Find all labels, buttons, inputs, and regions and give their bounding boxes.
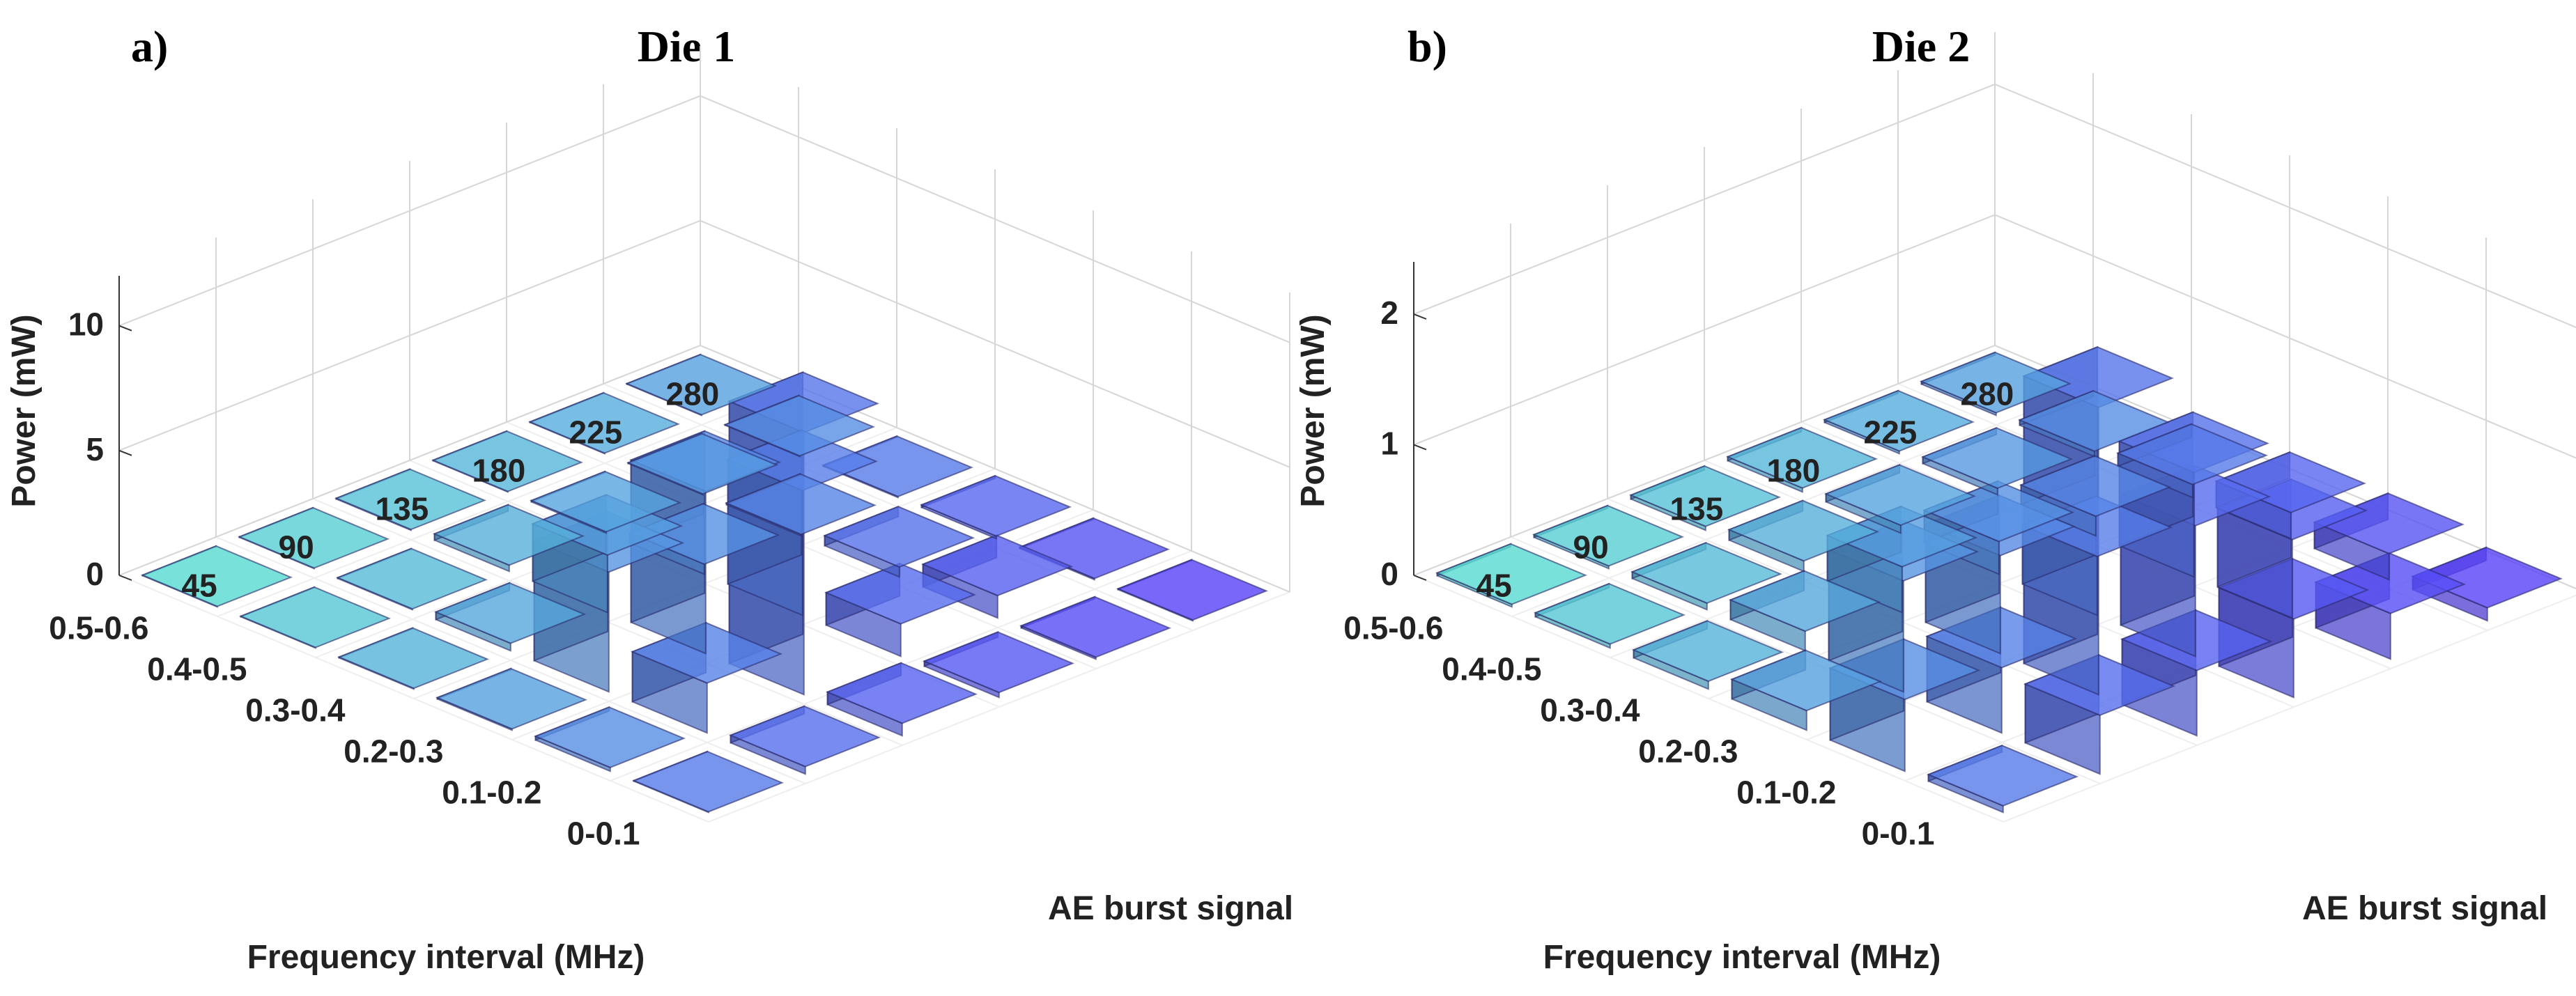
bar-0.5-0.6-45: [140, 545, 293, 608]
plot-area: 0 5 10 0-0.1 0.1-0.2 0.2-0.3 0.3-0.4 0.4-0.5 0.5…: [6, 46, 1293, 976]
bar-0.4-0.5-225: [626, 433, 779, 496]
bar-0.4-0.5-180: [529, 470, 682, 534]
bar-0.2-0.3-280: [919, 474, 1072, 540]
bar-0.2-0.3-225: [822, 505, 975, 578]
x-tick-label: 0.3-0.4: [1540, 692, 1640, 729]
y-tick-label: 135: [1670, 491, 1724, 527]
y-tick-label: 180: [1767, 453, 1821, 489]
bar-0.3-0.4-45: [1631, 619, 1784, 690]
bar-0-0.1-225: [1019, 596, 1172, 660]
bar-0.5-0.6-135: [334, 468, 487, 531]
z-tick-mark: [118, 325, 132, 332]
bar-0.2-0.3-45: [435, 667, 588, 731]
y-tick-label: 45: [1476, 568, 1512, 604]
bars: [140, 353, 1269, 814]
bar-0.5-0.6-180: [1725, 426, 1879, 493]
bar-0.3-0.4-90: [1728, 570, 1881, 652]
z-axis-label: Power (mW): [6, 314, 43, 507]
bar-0-0.1-180: [922, 631, 1075, 699]
bar-0.4-0.5-135: [432, 504, 585, 573]
x-tick-label: 0.4-0.5: [1442, 651, 1541, 687]
grid: [118, 46, 1290, 823]
x-axis-label: Frequency interval (MHz): [1543, 939, 1941, 976]
bar-0.5-0.6-225: [527, 391, 681, 455]
bars: [1435, 345, 2563, 814]
x-tick-label: 0.4-0.5: [147, 651, 247, 687]
plot-area: 0 1 2 0-0.1 0.1-0.2 0.2-0.3 0.3-0.4 0.4-0.5 0.5-…: [1295, 32, 2576, 976]
bar-0.4-0.5-45: [238, 586, 392, 649]
panel-label: a): [131, 22, 168, 71]
x-tick-label: 0.1-0.2: [1736, 775, 1836, 811]
bar-0.5-0.6-280: [1919, 351, 2072, 417]
z-tick-mark: [118, 449, 132, 456]
y-tick-label: 90: [279, 529, 314, 566]
x-tick-label: 0-0.1: [567, 816, 640, 852]
bar-0.4-0.5-280: [2017, 389, 2170, 458]
z-tick-label: 0: [86, 556, 104, 592]
bar-0.4-0.5-280: [723, 394, 876, 458]
panel-die-2: b) Die 2 0 1 2 0-0.1 0.1-0.2 0.2-0.3 0.3-0.4 0.…: [1295, 22, 2576, 976]
bar-0.5-0.6-45: [1435, 543, 1588, 608]
z-tick-label: 1: [1380, 426, 1398, 462]
x-tick-label: 0-0.1: [1862, 816, 1935, 852]
bar-0.3-0.4-45: [337, 627, 490, 690]
x-tick-label: 0.2-0.3: [1638, 733, 1738, 770]
x-tick-label: 0.5-0.6: [49, 610, 148, 646]
y-axis-label: AE burst signal: [1048, 890, 1293, 927]
z-tick-mark: [1413, 313, 1427, 320]
panel-label: b): [1407, 22, 1447, 71]
y-axis-label: AE burst signal: [2302, 890, 2547, 927]
chart-title: Die 2: [1872, 22, 1970, 71]
x-tick-label: 0.2-0.3: [344, 733, 443, 770]
bar-0.5-0.6-90: [1532, 504, 1685, 570]
z-tick-label: 5: [86, 431, 104, 467]
panel-die-1: a) Die 1 05100-0.10.1-0.20.2-0.30.3-0.40…: [6, 22, 1293, 976]
chart-title: Die 1: [638, 22, 735, 71]
z-tick-label: 0: [1380, 556, 1398, 592]
y-tick-label: 280: [666, 376, 720, 412]
bar-0.4-0.5-135: [1727, 499, 1880, 573]
bar-0.3-0.4-90: [433, 582, 587, 652]
x-axis-label: Frequency interval (MHz): [247, 939, 645, 976]
bar-0-0.1-280: [1116, 559, 1269, 622]
z-tick-mark: [1413, 444, 1427, 451]
z-tick-mark: [118, 575, 132, 581]
bar-0.1-0.2-180: [824, 562, 977, 657]
y-tick-label: 180: [472, 453, 526, 489]
bar-0.5-0.6-90: [237, 506, 390, 570]
bar-0.5-0.6-280: [624, 353, 778, 417]
bar-0.1-0.2-45: [533, 706, 686, 772]
x-tick-label: 0.3-0.4: [245, 692, 346, 729]
bar-0.4-0.5-45: [1533, 582, 1686, 649]
x-tick-label: 0.5-0.6: [1343, 610, 1443, 646]
bar-0-0.1-45: [631, 750, 785, 814]
bar-0-0.1-90: [728, 705, 881, 775]
bar-0.3-0.4-225: [724, 473, 877, 537]
y-tick-label: 90: [1573, 529, 1609, 566]
z-axis-label: Power (mW): [1295, 314, 1332, 507]
bar-0.4-0.5-90: [335, 547, 488, 611]
bar-0.4-0.5-90: [1630, 541, 1783, 611]
y-tick-label: 225: [1864, 414, 1918, 451]
bar-0.4-0.5-225: [1920, 426, 2074, 496]
z-tick-label: 2: [1380, 295, 1398, 331]
y-tick-label: 45: [182, 568, 217, 604]
bar-0.5-0.6-180: [431, 430, 584, 493]
bar-0-0.1-135: [825, 662, 978, 737]
z-tick-label: 10: [68, 306, 104, 343]
y-tick-label: 135: [376, 491, 429, 527]
x-tick-label: 0.1-0.2: [442, 775, 541, 811]
y-tick-label: 280: [1961, 376, 2014, 412]
bar-0.4-0.5-180: [1823, 463, 1977, 534]
bar-0.5-0.6-225: [1822, 389, 1975, 455]
bar-0.5-0.6-135: [1628, 465, 1782, 531]
z-tick-mark: [1413, 575, 1427, 581]
bar-0-0.1-45: [1926, 744, 2079, 814]
y-tick-label: 225: [569, 414, 623, 451]
